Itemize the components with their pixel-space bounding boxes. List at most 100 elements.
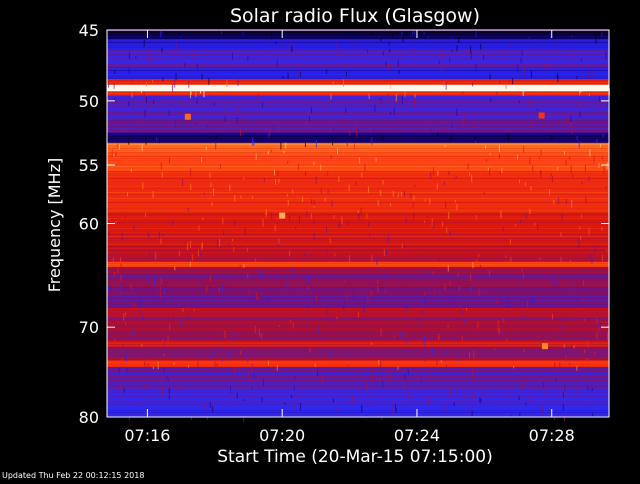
noise-streak xyxy=(132,329,134,338)
noise-streak xyxy=(259,269,261,277)
noise-streak xyxy=(438,60,440,65)
noise-streak xyxy=(555,281,557,286)
noise-streak xyxy=(167,335,169,344)
noise-streak xyxy=(366,213,368,219)
noise-row xyxy=(107,398,609,399)
noise-streak xyxy=(376,256,378,265)
noise-streak xyxy=(591,388,593,391)
noise-row xyxy=(107,80,609,81)
y-tick-label: 50 xyxy=(79,92,99,111)
noise-streak xyxy=(247,273,249,279)
noise-streak xyxy=(529,99,531,106)
noise-row xyxy=(107,94,609,95)
noise-streak xyxy=(583,405,585,409)
noise-streak xyxy=(576,75,578,80)
noise-streak xyxy=(210,353,212,361)
noise-streak xyxy=(394,335,396,338)
noise-streak xyxy=(203,192,205,195)
noise-streak xyxy=(202,217,204,221)
noise-streak xyxy=(382,51,384,56)
noise-streak xyxy=(557,167,559,171)
noise-streak xyxy=(180,36,182,39)
noise-streak xyxy=(494,348,496,351)
noise-streak xyxy=(459,307,461,312)
noise-streak xyxy=(524,182,526,186)
noise-streak xyxy=(228,115,230,119)
updated-timestamp: Updated Thu Feb 22 00:12:15 2018 xyxy=(2,471,144,480)
noise-streak xyxy=(255,153,257,161)
noise-row xyxy=(107,326,609,327)
noise-streak xyxy=(358,372,360,377)
noise-streak xyxy=(454,200,456,203)
noise-streak xyxy=(473,398,475,406)
noise-streak xyxy=(135,55,137,59)
noise-streak xyxy=(386,372,388,378)
noise-streak xyxy=(448,171,450,176)
noise-streak xyxy=(397,59,399,67)
noise-streak xyxy=(149,251,151,259)
noise-streak xyxy=(363,305,365,312)
noise-streak xyxy=(274,266,276,272)
noise-streak xyxy=(304,276,306,284)
noise-streak xyxy=(306,108,308,114)
noise-streak xyxy=(128,67,130,75)
noise-row xyxy=(107,214,609,215)
noise-streak xyxy=(322,336,324,340)
noise-streak xyxy=(119,384,121,391)
noise-streak xyxy=(329,238,331,244)
noise-streak xyxy=(408,392,410,398)
noise-row xyxy=(107,274,609,275)
noise-streak xyxy=(371,374,373,381)
noise-streak xyxy=(168,157,170,164)
noise-row xyxy=(107,96,609,97)
noise-streak xyxy=(163,368,165,372)
noise-streak xyxy=(349,129,351,136)
noise-streak xyxy=(175,42,177,50)
noise-streak xyxy=(597,105,599,114)
noise-streak xyxy=(348,184,350,192)
noise-row xyxy=(107,188,609,189)
frequency-band xyxy=(107,171,609,213)
noise-streak xyxy=(275,41,277,45)
x-tick-label: 07:16 xyxy=(124,426,170,445)
noise-streak xyxy=(190,90,192,96)
noise-row xyxy=(107,388,609,389)
noise-streak xyxy=(364,163,366,171)
noise-streak xyxy=(250,397,252,400)
noise-streak xyxy=(141,314,143,319)
noise-streak xyxy=(160,277,162,285)
noise-streak xyxy=(269,47,271,54)
noise-streak xyxy=(390,85,392,90)
noise-streak xyxy=(200,88,202,94)
noise-streak xyxy=(442,125,444,129)
noise-streak xyxy=(198,225,200,231)
noise-row xyxy=(107,300,609,301)
noise-streak xyxy=(570,165,572,174)
noise-streak xyxy=(277,170,279,177)
noise-streak xyxy=(195,122,197,127)
noise-streak xyxy=(475,215,477,220)
noise-streak xyxy=(581,214,583,219)
noise-streak xyxy=(160,30,162,38)
noise-streak xyxy=(226,278,228,285)
frequency-band xyxy=(107,132,609,143)
noise-streak xyxy=(111,149,113,158)
noise-row xyxy=(107,222,609,223)
noise-streak xyxy=(390,202,392,207)
noise-streak xyxy=(330,93,332,100)
noise-streak xyxy=(120,290,122,296)
noise-streak xyxy=(572,174,574,178)
noise-streak xyxy=(554,416,556,420)
noise-streak xyxy=(233,367,235,373)
noise-streak xyxy=(382,136,384,141)
noise-streak xyxy=(470,273,472,282)
noise-streak xyxy=(196,63,198,70)
noise-streak xyxy=(153,100,155,104)
x-axis-label: Start Time (20-Mar-15 07:15:00) xyxy=(217,447,492,467)
noise-row xyxy=(107,262,609,263)
noise-streak xyxy=(386,258,388,262)
noise-streak xyxy=(395,403,397,411)
noise-row xyxy=(107,332,609,333)
noise-row xyxy=(107,124,609,125)
noise-streak xyxy=(196,98,198,104)
